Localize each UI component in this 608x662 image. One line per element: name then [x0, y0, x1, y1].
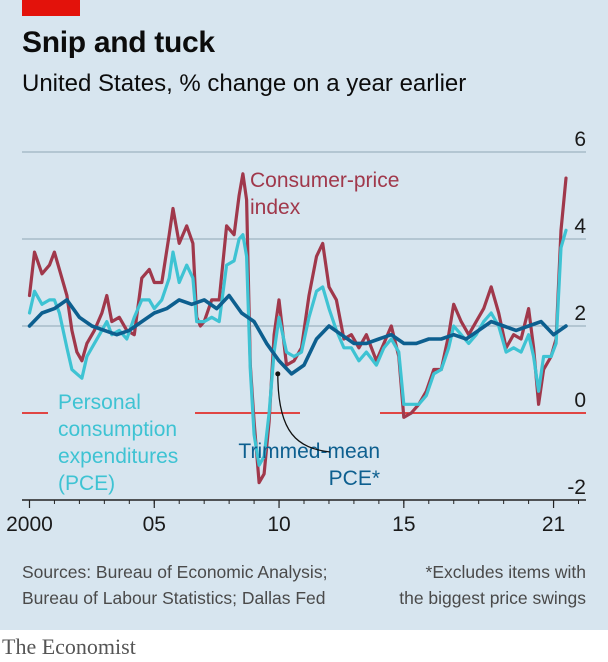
brand-logo-text: The Economist [2, 634, 136, 659]
trimmed-label-dot [275, 371, 281, 377]
series-label-line: index [250, 196, 301, 219]
x-tick-labels: 2000 05 10 15 21 [6, 500, 580, 536]
x-tick-label: 10 [267, 513, 290, 536]
y-tick-label: 2 [574, 302, 586, 325]
series-label-line: PCE* [329, 467, 380, 490]
series-label-trimmed: Trimmed-mean PCE* [238, 440, 380, 490]
line-chart: 6 4 2 0 -2 2000 05 10 15 21 Consumer-price index P… [6, 128, 586, 536]
series-label-cpi: Consumer-price index [250, 169, 399, 219]
source-note: Sources: Bureau of Economic Analysis; Bu… [22, 559, 327, 611]
footnote-line-1: *Excludes items with [425, 562, 586, 582]
y-tick-label: 4 [574, 215, 586, 238]
series-label-pce: Personal consumption expenditures (PCE) [58, 391, 178, 495]
footnote: *Excludes items with the biggest price s… [399, 559, 586, 611]
y-tick-label: -2 [567, 476, 586, 499]
series-line-trimmed [27, 293, 568, 376]
series-label-line: Consumer-price [250, 169, 399, 192]
x-tick-label: 21 [542, 513, 565, 536]
y-tick-label: 6 [574, 128, 586, 151]
page-subtitle: United States, % change on a year earlie… [22, 70, 467, 97]
x-tick-label: 05 [143, 513, 166, 536]
y-tick-labels: 6 4 2 0 -2 [567, 128, 586, 499]
source-line-1: Sources: Bureau of Economic Analysis; [22, 562, 328, 582]
series-label-line: (PCE) [58, 472, 115, 495]
trimmed-label-leader [277, 373, 331, 453]
series-label-line: expenditures [58, 445, 178, 468]
y-tick-label: 0 [574, 389, 586, 412]
series-lines [27, 172, 568, 485]
series-labels: Consumer-price index Personal consumption ex… [58, 169, 399, 495]
page-title: Snip and tuck [22, 26, 215, 59]
footnote-line-2: the biggest price swings [399, 588, 586, 608]
series-line-cpi [27, 172, 568, 485]
brand-red-tab [22, 0, 80, 16]
series-label-line: Trimmed-mean [238, 440, 380, 463]
source-line-2: Bureau of Labour Statistics; Dallas Fed [22, 588, 326, 608]
x-tick-label: 2000 [6, 513, 53, 536]
series-label-line: Personal [58, 391, 141, 414]
series-label-line: consumption [58, 418, 177, 441]
x-tick-label: 15 [392, 513, 415, 536]
